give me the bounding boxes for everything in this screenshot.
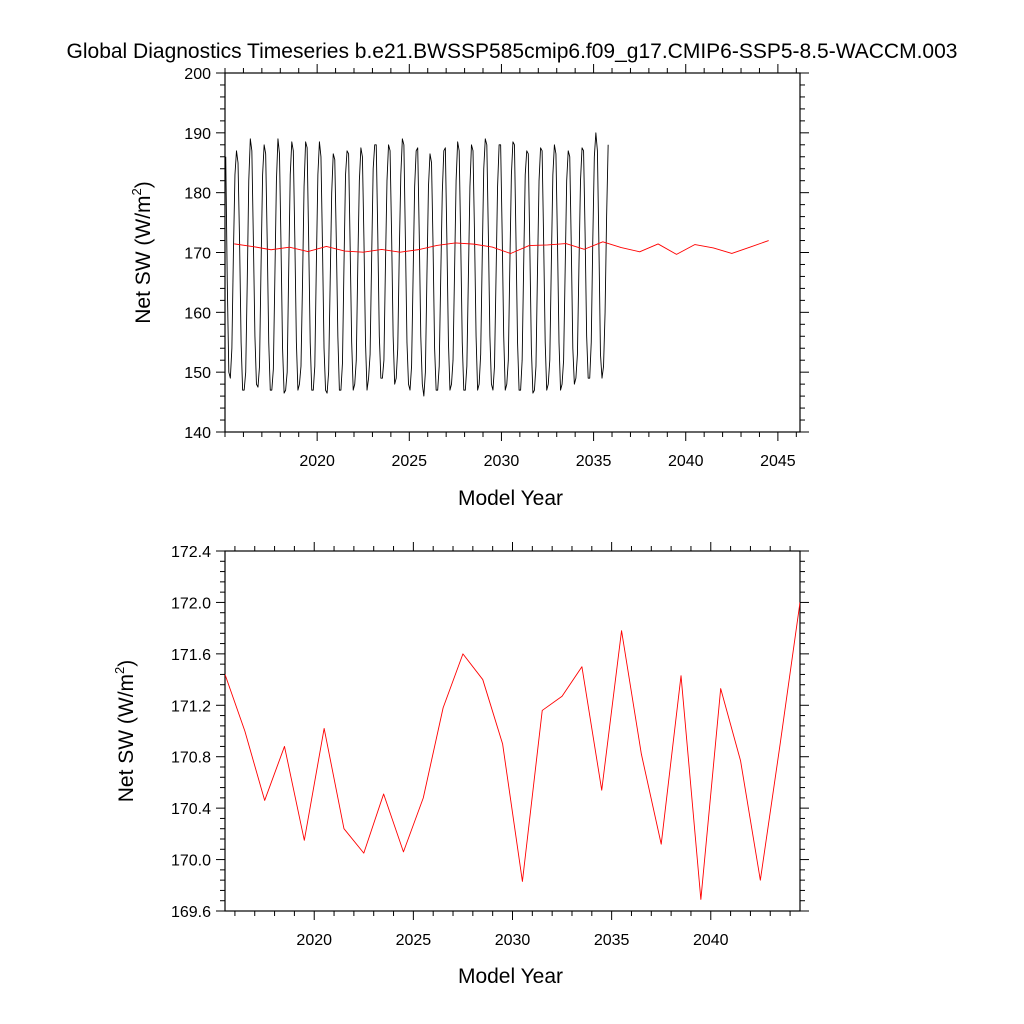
x-tick-label: 2030 xyxy=(484,453,520,470)
x-axis-title: Model Year xyxy=(458,487,563,510)
y-tick-label: 140 xyxy=(184,425,211,442)
y-tick-label: 170.4 xyxy=(171,801,211,818)
x-tick-label: 2035 xyxy=(576,453,612,470)
x-tick-label: 2040 xyxy=(693,932,729,949)
figure-title: Global Diagnostics Timeseries b.e21.BWSS… xyxy=(67,40,958,63)
y-tick-label: 190 xyxy=(184,126,211,143)
y-tick-label: 172.0 xyxy=(171,595,211,612)
x-tick-label: 2020 xyxy=(296,932,332,949)
y-tick-label: 171.2 xyxy=(171,698,211,715)
y-tick-label: 170 xyxy=(184,246,211,263)
x-tick-label: 2045 xyxy=(760,453,796,470)
plot-frame xyxy=(224,550,801,912)
monthly-series-line xyxy=(225,132,609,397)
y-tick-label: 160 xyxy=(184,305,211,322)
bottom-annual-mean-chart: 2020 2025 2030 2035 2040 169.6 170.0 170.4 170.8… xyxy=(112,542,809,988)
y-axis-title: Net SW (W/m2) xyxy=(129,181,155,324)
y-tick-label: 180 xyxy=(184,186,211,203)
y-tick-label: 150 xyxy=(184,365,211,382)
x-tick-label: 2025 xyxy=(391,453,427,470)
x-tick-label: 2030 xyxy=(495,932,531,949)
top-timeseries-chart: 2020 2025 2030 2035 2040 2045 140 150 160 170 180 1… xyxy=(129,64,809,510)
y-tick-label: 171.6 xyxy=(171,647,211,664)
x-tick-label: 2025 xyxy=(396,932,432,949)
y-tick-label: 170.8 xyxy=(171,750,211,767)
annual-mean-series-line xyxy=(225,602,800,900)
y-axis-title: Net SW (W/m2) xyxy=(112,660,138,803)
y-tick-label: 170.0 xyxy=(171,853,211,870)
y-tick-label: 172.4 xyxy=(171,544,211,561)
annual-mean-series-line xyxy=(234,240,769,255)
y-tick-label: 169.6 xyxy=(171,904,211,921)
x-tick-label: 2040 xyxy=(668,453,704,470)
x-tick-label: 2035 xyxy=(594,932,630,949)
x-tick-label: 2020 xyxy=(299,453,335,470)
y-tick-label: 200 xyxy=(184,66,211,83)
x-axis-title: Model Year xyxy=(458,965,563,988)
